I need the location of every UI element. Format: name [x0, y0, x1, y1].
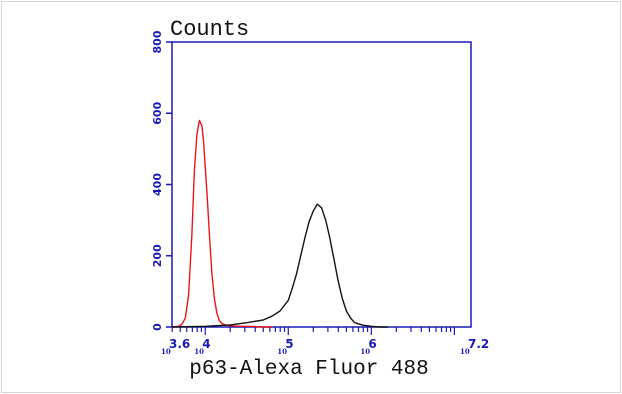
- x-tick-label: 103.6: [161, 337, 190, 356]
- x-tick-label: 105: [277, 337, 293, 356]
- y-tick-label: 400: [151, 173, 164, 196]
- y-axis-label: Counts: [170, 17, 249, 42]
- x-tick-label: 106: [360, 337, 376, 356]
- x-tick-label: 107.2: [460, 337, 489, 356]
- x-tick-exponent: 5: [285, 337, 293, 351]
- plot-area: [171, 41, 472, 328]
- x-axis-label: p63-Alexa Fluor 488: [189, 358, 428, 381]
- x-tick-exponent: 6: [368, 337, 376, 351]
- x-tick-exponent: 4: [202, 337, 210, 351]
- x-tick-base: 10: [161, 347, 171, 356]
- y-tick-label: 0: [151, 323, 164, 331]
- x-tick-exponent: 7.2: [468, 337, 489, 351]
- y-tick-label: 800: [151, 30, 164, 53]
- y-tick-label: 600: [151, 101, 164, 124]
- y-axis: 0 200 400 600 800: [151, 30, 172, 331]
- x-tick-label: 104: [194, 337, 210, 356]
- series-layer: [171, 119, 388, 328]
- x-tick-exponent: 3.6: [169, 337, 190, 351]
- x-tick-base: 10: [194, 347, 204, 356]
- y-tick-label: 200: [151, 244, 164, 267]
- x-tick-base: 10: [277, 347, 287, 356]
- x-tick-base: 10: [360, 347, 370, 356]
- histogram-series-1: [171, 119, 272, 328]
- histogram-series-2: [171, 203, 388, 328]
- x-tick-base: 10: [460, 347, 470, 356]
